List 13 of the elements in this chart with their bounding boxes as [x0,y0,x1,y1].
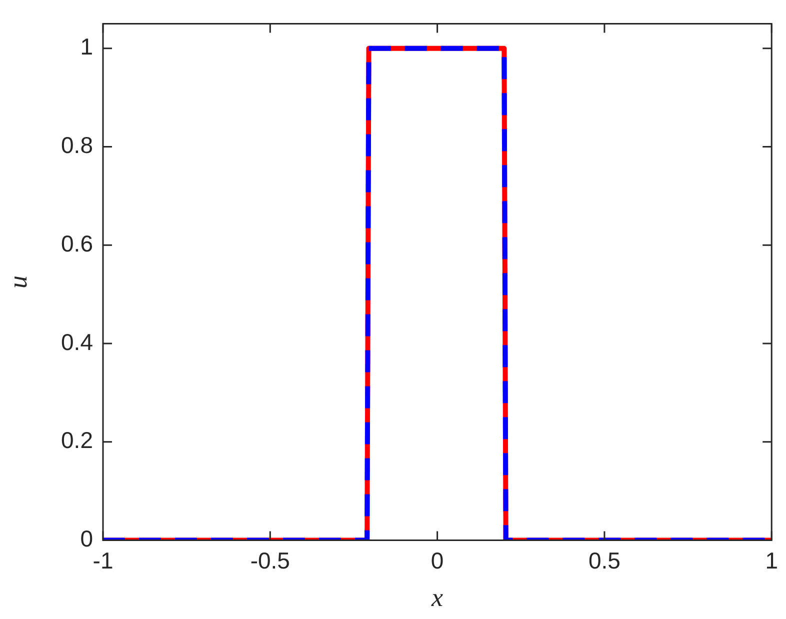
y-tick-label: 0 [80,526,93,552]
x-tick-label: -1 [92,547,114,574]
x-tick-label: 0.5 [588,547,620,574]
y-tick-label: 0.6 [61,230,93,256]
y-tick-label: 0.4 [61,328,94,355]
y-tick-label: 0.8 [61,132,93,158]
x-tick-label: -0.5 [250,547,290,574]
x-axis-title: x [430,583,444,612]
y-tick-label: 0.2 [61,427,93,454]
y-tick-label: 1 [80,34,93,60]
x-tick-label: 1 [765,547,778,574]
x-tick-label: 0 [430,547,444,574]
y-axis-title: u [3,276,32,288]
